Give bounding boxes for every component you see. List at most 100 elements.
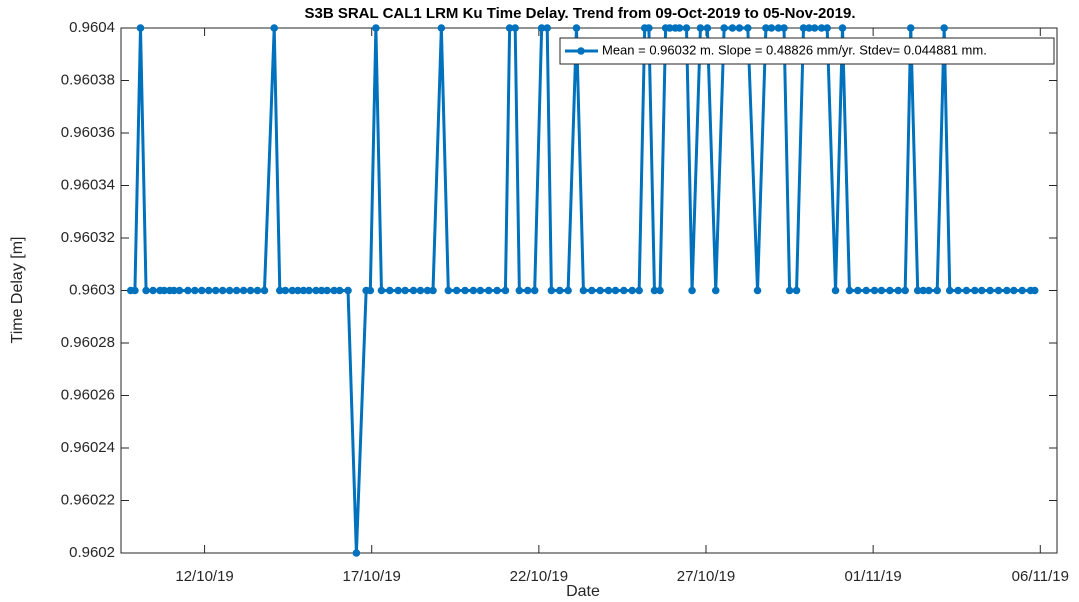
data-point: [762, 24, 770, 32]
data-point: [170, 286, 178, 295]
data-point: [218, 286, 227, 295]
data-point: [604, 286, 613, 295]
chart-title: S3B SRAL CAL1 LRM Ku Time Delay. Trend f…: [305, 5, 856, 22]
data-point: [501, 286, 510, 295]
data-point: [511, 24, 519, 32]
data-point: [232, 286, 241, 295]
data-point: [886, 286, 894, 295]
data-point: [253, 286, 262, 295]
data-point: [294, 286, 302, 295]
data-point: [962, 286, 971, 295]
x-axis-label: Date: [566, 583, 600, 600]
data-point: [823, 24, 831, 32]
data-point: [288, 286, 297, 295]
data-point: [530, 286, 539, 295]
data-point: [735, 24, 744, 32]
data-point: [940, 24, 948, 32]
data-point: [596, 286, 604, 295]
data-point: [1030, 286, 1039, 295]
x-tick-label: 12/10/19: [175, 568, 233, 585]
data-point: [682, 24, 691, 32]
y-tick-label: 0.96036: [61, 124, 115, 141]
data-point: [352, 549, 361, 557]
data-point: [774, 24, 783, 32]
data-point: [1010, 286, 1018, 295]
data-point: [377, 286, 386, 295]
data-point: [484, 286, 493, 295]
data-point: [142, 286, 150, 295]
data-point: [543, 24, 552, 32]
data-point: [444, 286, 453, 295]
data-point: [191, 286, 199, 295]
y-tick-label: 0.9604: [69, 19, 115, 36]
data-point: [933, 286, 942, 295]
data-point: [572, 24, 581, 32]
data-point: [688, 286, 696, 295]
data-point: [312, 286, 320, 295]
data-point: [817, 24, 826, 32]
data-point: [799, 24, 808, 32]
y-tick-label: 0.96038: [61, 71, 115, 88]
x-tick-label: 06/11/19: [1012, 568, 1069, 585]
data-point: [675, 24, 684, 32]
data-point: [437, 24, 446, 32]
data-point: [894, 286, 903, 295]
legend-box: [559, 37, 1055, 65]
x-tick-label: 22/10/19: [510, 568, 568, 585]
data-point: [862, 286, 870, 295]
data-point: [971, 286, 979, 295]
data-point: [696, 24, 705, 32]
y-tick-label: 0.96028: [61, 334, 115, 351]
data-point: [515, 286, 524, 295]
y-tick-label: 0.96022: [61, 491, 115, 508]
data-point: [628, 286, 636, 295]
data-point: [537, 24, 546, 32]
data-point: [785, 286, 794, 295]
data-point: [260, 286, 269, 295]
data-point: [330, 286, 338, 295]
data-point: [299, 286, 308, 295]
data-point: [650, 286, 659, 295]
data-point: [665, 24, 674, 32]
data-point: [1003, 286, 1011, 295]
data-point: [270, 24, 279, 32]
data-point: [547, 286, 556, 295]
data-point: [656, 286, 664, 295]
data-point: [197, 286, 206, 295]
data-point: [720, 24, 728, 32]
data-point: [780, 24, 788, 32]
data-point: [620, 286, 628, 295]
data-point: [401, 286, 409, 295]
data-point: [160, 286, 168, 295]
data-point: [901, 286, 909, 295]
data-point: [366, 286, 375, 295]
data-point: [523, 286, 532, 295]
data-point: [469, 286, 478, 295]
data-point: [645, 24, 653, 32]
data-point: [429, 286, 437, 295]
data-point: [493, 286, 501, 295]
data-point: [977, 286, 986, 295]
data-point: [184, 286, 192, 295]
data-point: [711, 286, 720, 295]
data-point: [854, 286, 862, 295]
data-point: [753, 286, 762, 295]
y-tick-label: 0.96032: [61, 229, 115, 246]
data-point: [906, 24, 915, 32]
data-point: [870, 286, 879, 295]
data-point: [994, 286, 1003, 295]
data-point: [323, 286, 331, 295]
data-point: [555, 286, 564, 295]
data-point: [239, 286, 248, 295]
data-point: [954, 286, 962, 295]
data-point: [564, 286, 572, 295]
data-point: [416, 286, 425, 295]
data-point: [452, 286, 461, 295]
data-point: [831, 286, 840, 295]
data-point: [344, 286, 352, 295]
data-point: [743, 24, 752, 32]
data-point: [394, 286, 402, 295]
data-point: [225, 286, 234, 295]
data-point: [767, 24, 776, 32]
data-point: [372, 24, 380, 32]
